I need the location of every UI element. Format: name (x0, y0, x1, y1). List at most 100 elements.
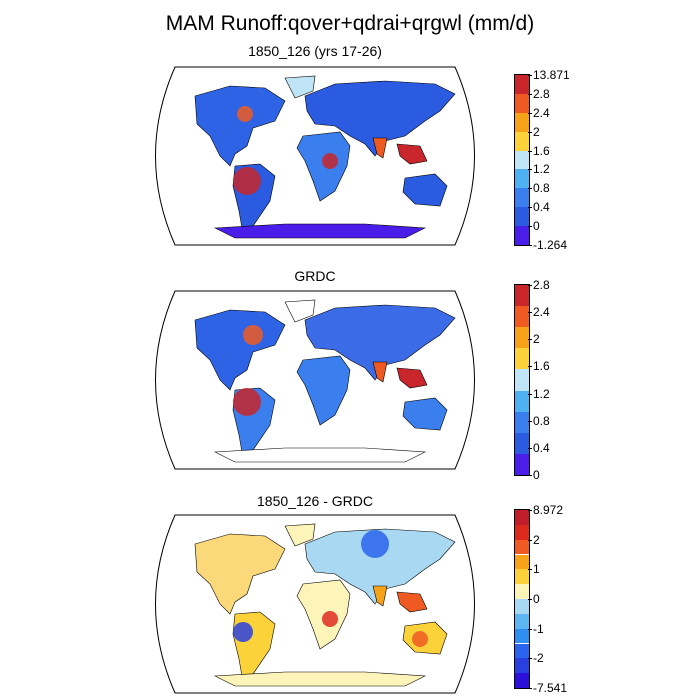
continent-antarctica (213, 447, 427, 463)
colorbar-tick-label: 1.2 (533, 386, 550, 401)
continent-greenland (284, 75, 316, 99)
continent-samerica (232, 611, 276, 683)
colorbar-segment (515, 75, 529, 94)
colorbar-tick-mark (528, 339, 532, 341)
colorbar-tick-mark (528, 245, 532, 246)
colorbar-segment (515, 207, 529, 227)
colorbar-tick-mark (528, 658, 532, 660)
colorbar-segment (515, 658, 529, 674)
runoff-patch (412, 631, 428, 647)
colorbar-tick-mark (528, 539, 532, 541)
continent-eurasia (304, 304, 456, 381)
colorbar-segment (515, 390, 529, 412)
runoff-patch (233, 622, 253, 642)
colorbar-tick-mark (528, 226, 532, 228)
continent-india (372, 361, 388, 383)
colorbar-segment (515, 569, 529, 585)
colorbar-tick-mark (528, 169, 532, 171)
colorbar-tick-label: 2.8 (533, 278, 550, 292)
colorbar-tick-mark (528, 312, 532, 314)
continent-eurasia (304, 528, 456, 605)
colorbar-segment (515, 112, 529, 132)
continent-australia (402, 173, 448, 207)
colorbar-tick-label: 2.4 (533, 105, 550, 120)
continent-namerica (194, 85, 286, 167)
continent-australia (402, 397, 448, 431)
colorbar-tick-mark (528, 150, 532, 152)
runoff-patch (233, 388, 261, 416)
colorbar-tick-mark (528, 420, 532, 422)
colorbar-segment (515, 93, 529, 113)
continent-seasia (396, 591, 428, 613)
colorbar-tick-mark (528, 131, 532, 133)
colorbar-tick-label: 0.4 (533, 440, 550, 455)
continent-seasia (396, 367, 428, 389)
colorbar-tick-label: 0 (533, 468, 540, 482)
panel-2-title: GRDC (294, 268, 336, 284)
continent-antarctica (213, 671, 427, 687)
continent-greenland (284, 523, 316, 547)
continent-india (372, 585, 388, 607)
colorbar-tick-label: 2 (533, 124, 540, 139)
colorbar-tick-mark (528, 393, 532, 395)
colorbar-tick-label: 1.6 (533, 359, 550, 374)
colorbar-segment (515, 599, 529, 614)
continent-india (372, 137, 388, 159)
colorbar-tick-label: 2.8 (533, 86, 550, 101)
colorbar-segment (515, 411, 529, 433)
map-panel-difference (155, 514, 475, 694)
colorbar-tick-label: 1 (533, 562, 540, 577)
colorbar-segment (515, 432, 529, 454)
colorbar-segment (515, 226, 529, 245)
colorbar-grdc (514, 284, 530, 476)
colorbar-tick-mark (528, 628, 532, 630)
runoff-patch (237, 106, 253, 122)
colorbar-tick-label: 8.972 (533, 503, 564, 517)
colorbar-segment (515, 554, 529, 570)
colorbar-segment (515, 510, 529, 525)
colorbar-tick-mark (528, 366, 532, 368)
map-border (155, 66, 475, 246)
colorbar-tick-label: -2 (533, 651, 544, 666)
colorbar-tick-mark (528, 285, 532, 286)
colorbar-tick-label: 0 (533, 219, 540, 234)
colorbar-tick-label: 13.871 (533, 68, 570, 82)
colorbar-tick-mark (528, 447, 532, 449)
colorbar-tick-label: 2 (533, 532, 540, 547)
colorbar-tick-label: 1.2 (533, 162, 550, 177)
colorbar-tick-mark (528, 188, 532, 190)
colorbar-segment (515, 188, 529, 208)
map-panel-grdc (155, 290, 475, 470)
runoff-patch (233, 167, 261, 195)
colorbar-tick-label: -1 (533, 621, 544, 636)
colorbar-segment (515, 643, 529, 659)
colorbar-segment (515, 348, 529, 370)
colorbar-segment (515, 584, 529, 599)
runoff-patch (361, 530, 389, 558)
colorbar-tick-mark (528, 510, 532, 511)
colorbar-model (514, 74, 530, 246)
continent-namerica (194, 309, 286, 391)
colorbar-segment (515, 613, 529, 629)
figure-title: MAM Runoff:qover+qdrai+qrgwl (mm/d) (165, 12, 535, 35)
colorbar-tick-label: -1.264 (533, 238, 568, 252)
colorbar-tick-label: 0.8 (533, 413, 550, 428)
colorbar-tick-mark (528, 75, 532, 76)
colorbar-tick-mark (528, 569, 532, 571)
continent-seasia (396, 143, 428, 165)
colorbar-tick-mark (528, 475, 532, 476)
map-border (155, 514, 475, 694)
colorbar-segment (515, 673, 529, 688)
runoff-patch (243, 325, 263, 345)
map-border (155, 290, 475, 470)
colorbar-tick-mark (528, 688, 532, 689)
colorbar-tick-label: 2.4 (533, 305, 550, 320)
colorbar-tick-label: 0 (533, 592, 540, 606)
panel-1-title: 1850_126 (yrs 17-26) (248, 43, 382, 59)
colorbar-tick-label: 1.6 (533, 143, 550, 158)
colorbar-segment (515, 169, 529, 189)
colorbar-tick-label: 0.4 (533, 200, 550, 215)
runoff-patch (322, 153, 338, 169)
colorbar-tick-mark (528, 112, 532, 114)
colorbar-segment (515, 524, 529, 540)
